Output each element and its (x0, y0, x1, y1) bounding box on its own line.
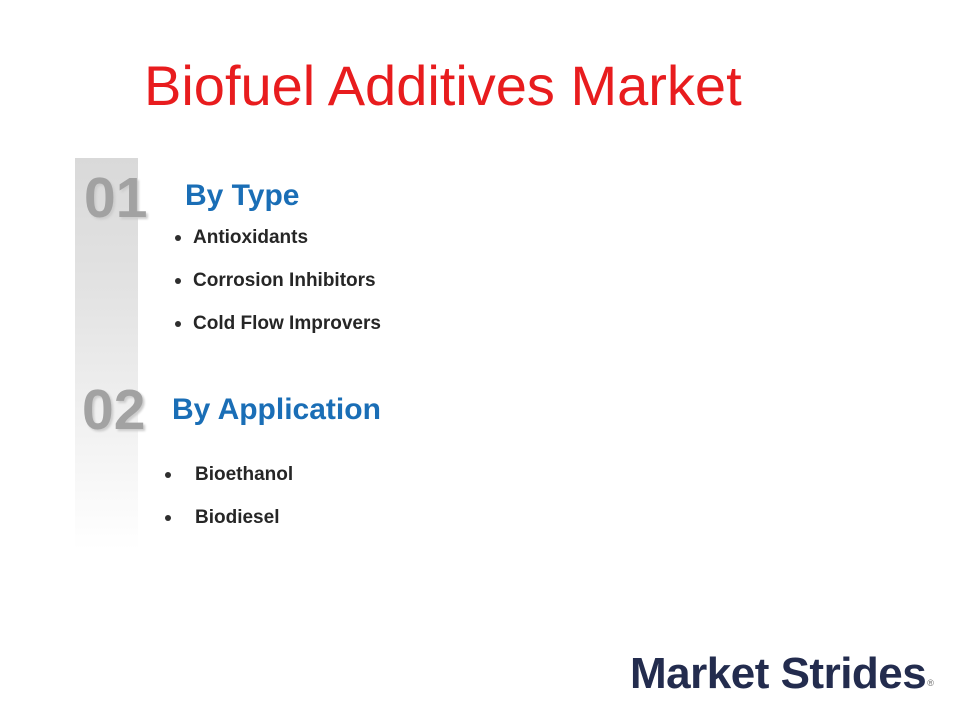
list-item: Bioethanol (165, 463, 293, 487)
bullet-dot-icon (175, 321, 181, 327)
bullet-dot-icon (165, 472, 171, 478)
list-item: Biodiesel (165, 506, 293, 530)
section-heading-by-type: By Type (185, 179, 300, 212)
section-number-02: 02 (82, 378, 146, 442)
bullet-dot-icon (175, 235, 181, 241)
by-type-list: Antioxidants Corrosion Inhibitors Cold F… (175, 226, 381, 355)
section-heading-by-application: By Application (172, 393, 381, 426)
list-item-label: Antioxidants (193, 227, 309, 248)
bullet-dot-icon (175, 278, 181, 284)
registered-trademark-icon: ® (927, 678, 934, 688)
logo-text: Market Strides (630, 649, 927, 698)
slide-title: Biofuel Additives Market (144, 54, 742, 117)
section-number-01: 01 (84, 166, 148, 230)
list-item-label: Bioethanol (195, 464, 294, 485)
list-item: Antioxidants (175, 226, 381, 250)
list-item-label: Biodiesel (195, 507, 280, 528)
list-item: Cold Flow Improvers (175, 312, 381, 336)
list-item-label: Corrosion Inhibitors (193, 270, 376, 291)
list-item: Corrosion Inhibitors (175, 269, 381, 293)
by-application-list: Bioethanol Biodiesel (165, 463, 293, 549)
bullet-dot-icon (165, 515, 171, 521)
section-gradient-bar (75, 158, 138, 550)
list-item-label: Cold Flow Improvers (193, 313, 381, 334)
market-strides-logo: Market Strides® (630, 652, 934, 696)
